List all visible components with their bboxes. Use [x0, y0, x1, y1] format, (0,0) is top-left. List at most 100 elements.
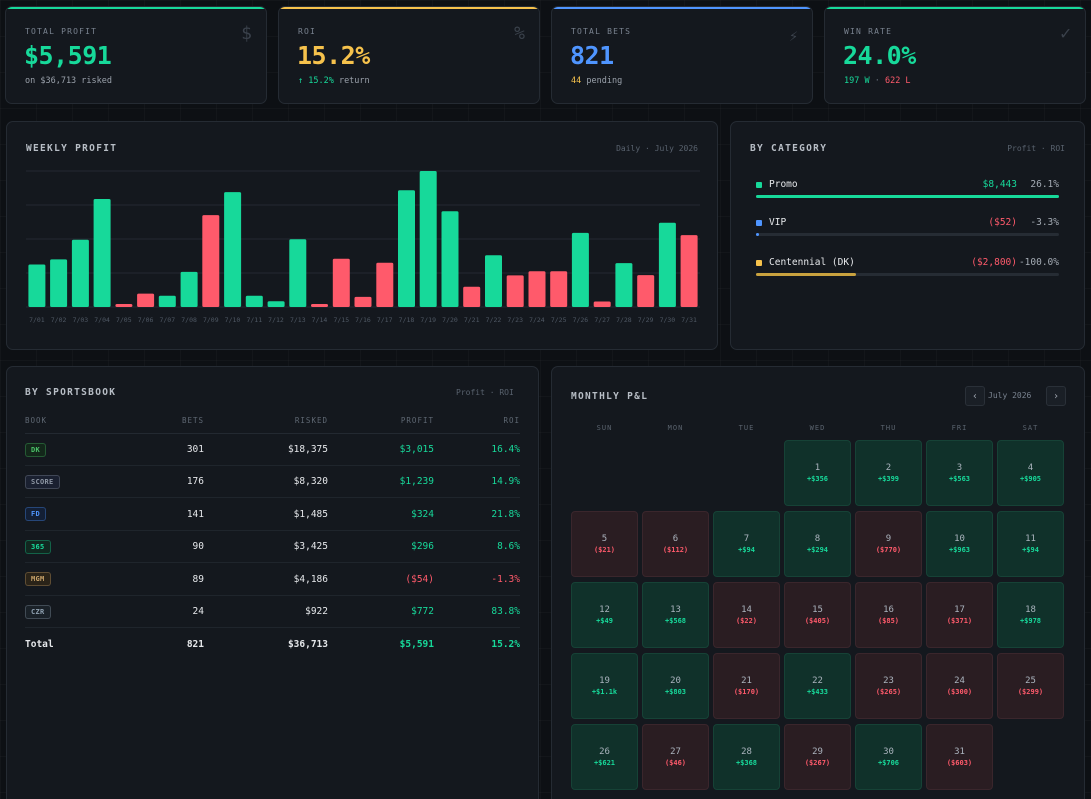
calendar-day[interactable]: 15 ($405)	[784, 582, 851, 648]
chart-bar[interactable]	[506, 275, 524, 307]
col-book[interactable]: BOOK	[25, 416, 48, 425]
roi-cell: 83.8%	[491, 606, 520, 617]
chart-bar[interactable]	[224, 192, 242, 307]
book-badge: CZR	[25, 604, 51, 619]
chart-bar[interactable]	[180, 271, 198, 307]
table-row[interactable]: CZR 24 $922 $772 83.8%	[25, 596, 520, 628]
calendar-day[interactable]: 19 +$1.1k	[571, 653, 638, 719]
day-pnl: +$49	[596, 617, 613, 625]
table-row[interactable]: SCORE 176 $8,320 $1,239 14.9%	[25, 466, 520, 499]
calendar-day[interactable]: 10 +$963	[926, 511, 993, 577]
category-title: BY CATEGORY	[750, 143, 828, 154]
col-profit[interactable]: PROFIT	[400, 416, 434, 425]
chart-tick-label: 7/25	[551, 316, 567, 324]
stat-sub-losses: 622 L	[884, 76, 911, 86]
calendar-day[interactable]: 29 ($267)	[784, 724, 851, 790]
chart-bar[interactable]	[137, 293, 155, 307]
category-dot	[756, 260, 762, 266]
calendar-day[interactable]: 25 ($299)	[997, 653, 1064, 719]
category-row-promo[interactable]: Promo $8,443 26.1%	[756, 177, 1059, 207]
day-number: 15	[812, 605, 823, 615]
calendar-day[interactable]: 30 +$706	[855, 724, 922, 790]
chart-bar[interactable]	[71, 239, 89, 307]
calendar-day[interactable]: 23 ($265)	[855, 653, 922, 719]
chart-bar[interactable]	[419, 171, 437, 307]
table-row[interactable]: 365 90 $3,425 $296 8.6%	[25, 531, 520, 564]
day-pnl: ($85)	[877, 617, 900, 625]
chart-bar[interactable]	[485, 255, 502, 307]
table-row[interactable]: MGM 89 $4,186 ($54) -1.3%	[25, 564, 520, 596]
calendar-day[interactable]: 7 +$94	[713, 511, 780, 577]
chart-bar[interactable]	[158, 295, 176, 307]
calendar-day[interactable]: 14 ($22)	[713, 582, 780, 648]
calendar-day[interactable]: 17 ($371)	[926, 582, 993, 648]
calendar-day[interactable]: 12 +$49	[571, 582, 638, 648]
chart-bar[interactable]	[28, 264, 46, 308]
chart-bar[interactable]	[463, 286, 481, 307]
chart-bar[interactable]	[311, 304, 328, 307]
chart-bar[interactable]	[680, 235, 698, 307]
calendar-day[interactable]: 4 +$905	[997, 440, 1064, 506]
total-roi: 15.2%	[491, 638, 520, 650]
chart-bar[interactable]	[637, 275, 655, 307]
chart-bar[interactable]	[441, 211, 459, 307]
chart-bar[interactable]	[93, 199, 111, 307]
chart-bar[interactable]	[593, 301, 611, 308]
calendar-day[interactable]: 26 +$621	[571, 724, 638, 790]
day-pnl: ($170)	[733, 688, 760, 696]
chart-bar[interactable]	[528, 271, 546, 307]
calendar-day[interactable]: 20 +$803	[642, 653, 709, 719]
calendar-day[interactable]: 31 ($603)	[926, 724, 993, 790]
chart-bar[interactable]	[571, 232, 589, 307]
calendar-day[interactable]: 22 +$433	[784, 653, 851, 719]
category-row-centennial[interactable]: Centennial (DK) ($2,800) -100.0%	[756, 255, 1059, 285]
next-month-button[interactable]: ›	[1046, 386, 1066, 406]
calendar-day[interactable]: 2 +$399	[855, 440, 922, 506]
day-pnl: ($371)	[946, 617, 973, 625]
calendar-day[interactable]: 11 +$94	[997, 511, 1064, 577]
calendar-day[interactable]: 6 ($112)	[642, 511, 709, 577]
col-roi[interactable]: ROI	[503, 416, 520, 425]
calendar-day[interactable]: 21 ($170)	[713, 653, 780, 719]
table-row[interactable]: DK 301 $18,375 $3,015 16.4%	[25, 434, 520, 466]
chart-bar[interactable]	[289, 239, 307, 307]
calendar-month-label: July 2026	[988, 391, 1032, 400]
col-bets[interactable]: BETS	[181, 416, 204, 425]
chart-tick-label: 7/30	[660, 316, 676, 324]
category-name: VIP	[769, 217, 787, 228]
chart-bar[interactable]	[245, 295, 263, 307]
calendar-day[interactable]: 8 +$294	[784, 511, 851, 577]
category-row-vip[interactable]: VIP ($52) -3.3%	[756, 215, 1059, 245]
profit-cell: $1,239	[399, 476, 434, 488]
calendar-day[interactable]: 5 ($21)	[571, 511, 638, 577]
calendar-day[interactable]: 16 ($85)	[855, 582, 922, 648]
chart-bar[interactable]	[202, 215, 220, 307]
chart-bar[interactable]	[354, 296, 372, 307]
col-risked[interactable]: RISKED	[294, 416, 328, 425]
chart-bar[interactable]	[376, 262, 394, 307]
calendar-day[interactable]: 18 +$978	[997, 582, 1064, 648]
calendar-day[interactable]: 3 +$563	[926, 440, 993, 506]
calendar-day[interactable]: 9 ($770)	[855, 511, 922, 577]
chart-bar[interactable]	[615, 263, 633, 307]
chart-bar[interactable]	[267, 301, 285, 307]
table-row[interactable]: FD 141 $1,485 $324 21.8%	[25, 499, 520, 531]
day-number: 19	[599, 676, 610, 686]
calendar-day[interactable]: 28 +$368	[713, 724, 780, 790]
chart-bar[interactable]	[658, 222, 676, 307]
chart-bar[interactable]	[50, 259, 68, 307]
chart-bar[interactable]	[115, 304, 133, 307]
chart-bar[interactable]	[550, 271, 568, 307]
day-pnl: ($265)	[875, 688, 902, 696]
calendar-day[interactable]: 13 +$568	[642, 582, 709, 648]
chart-bar[interactable]	[332, 258, 350, 307]
prev-month-button[interactable]: ‹	[965, 386, 985, 406]
category-bar-fill	[756, 233, 760, 236]
calendar-day[interactable]: 27 ($46)	[642, 724, 709, 790]
chart-bar[interactable]	[398, 190, 415, 307]
calendar-day[interactable]: 1 +$356	[784, 440, 851, 506]
calendar-day[interactable]: 24 ($300)	[926, 653, 993, 719]
chart-tick-label: 7/14	[312, 316, 328, 324]
risked-cell: $922	[305, 606, 328, 617]
roi-cell: -1.3%	[491, 573, 520, 585]
